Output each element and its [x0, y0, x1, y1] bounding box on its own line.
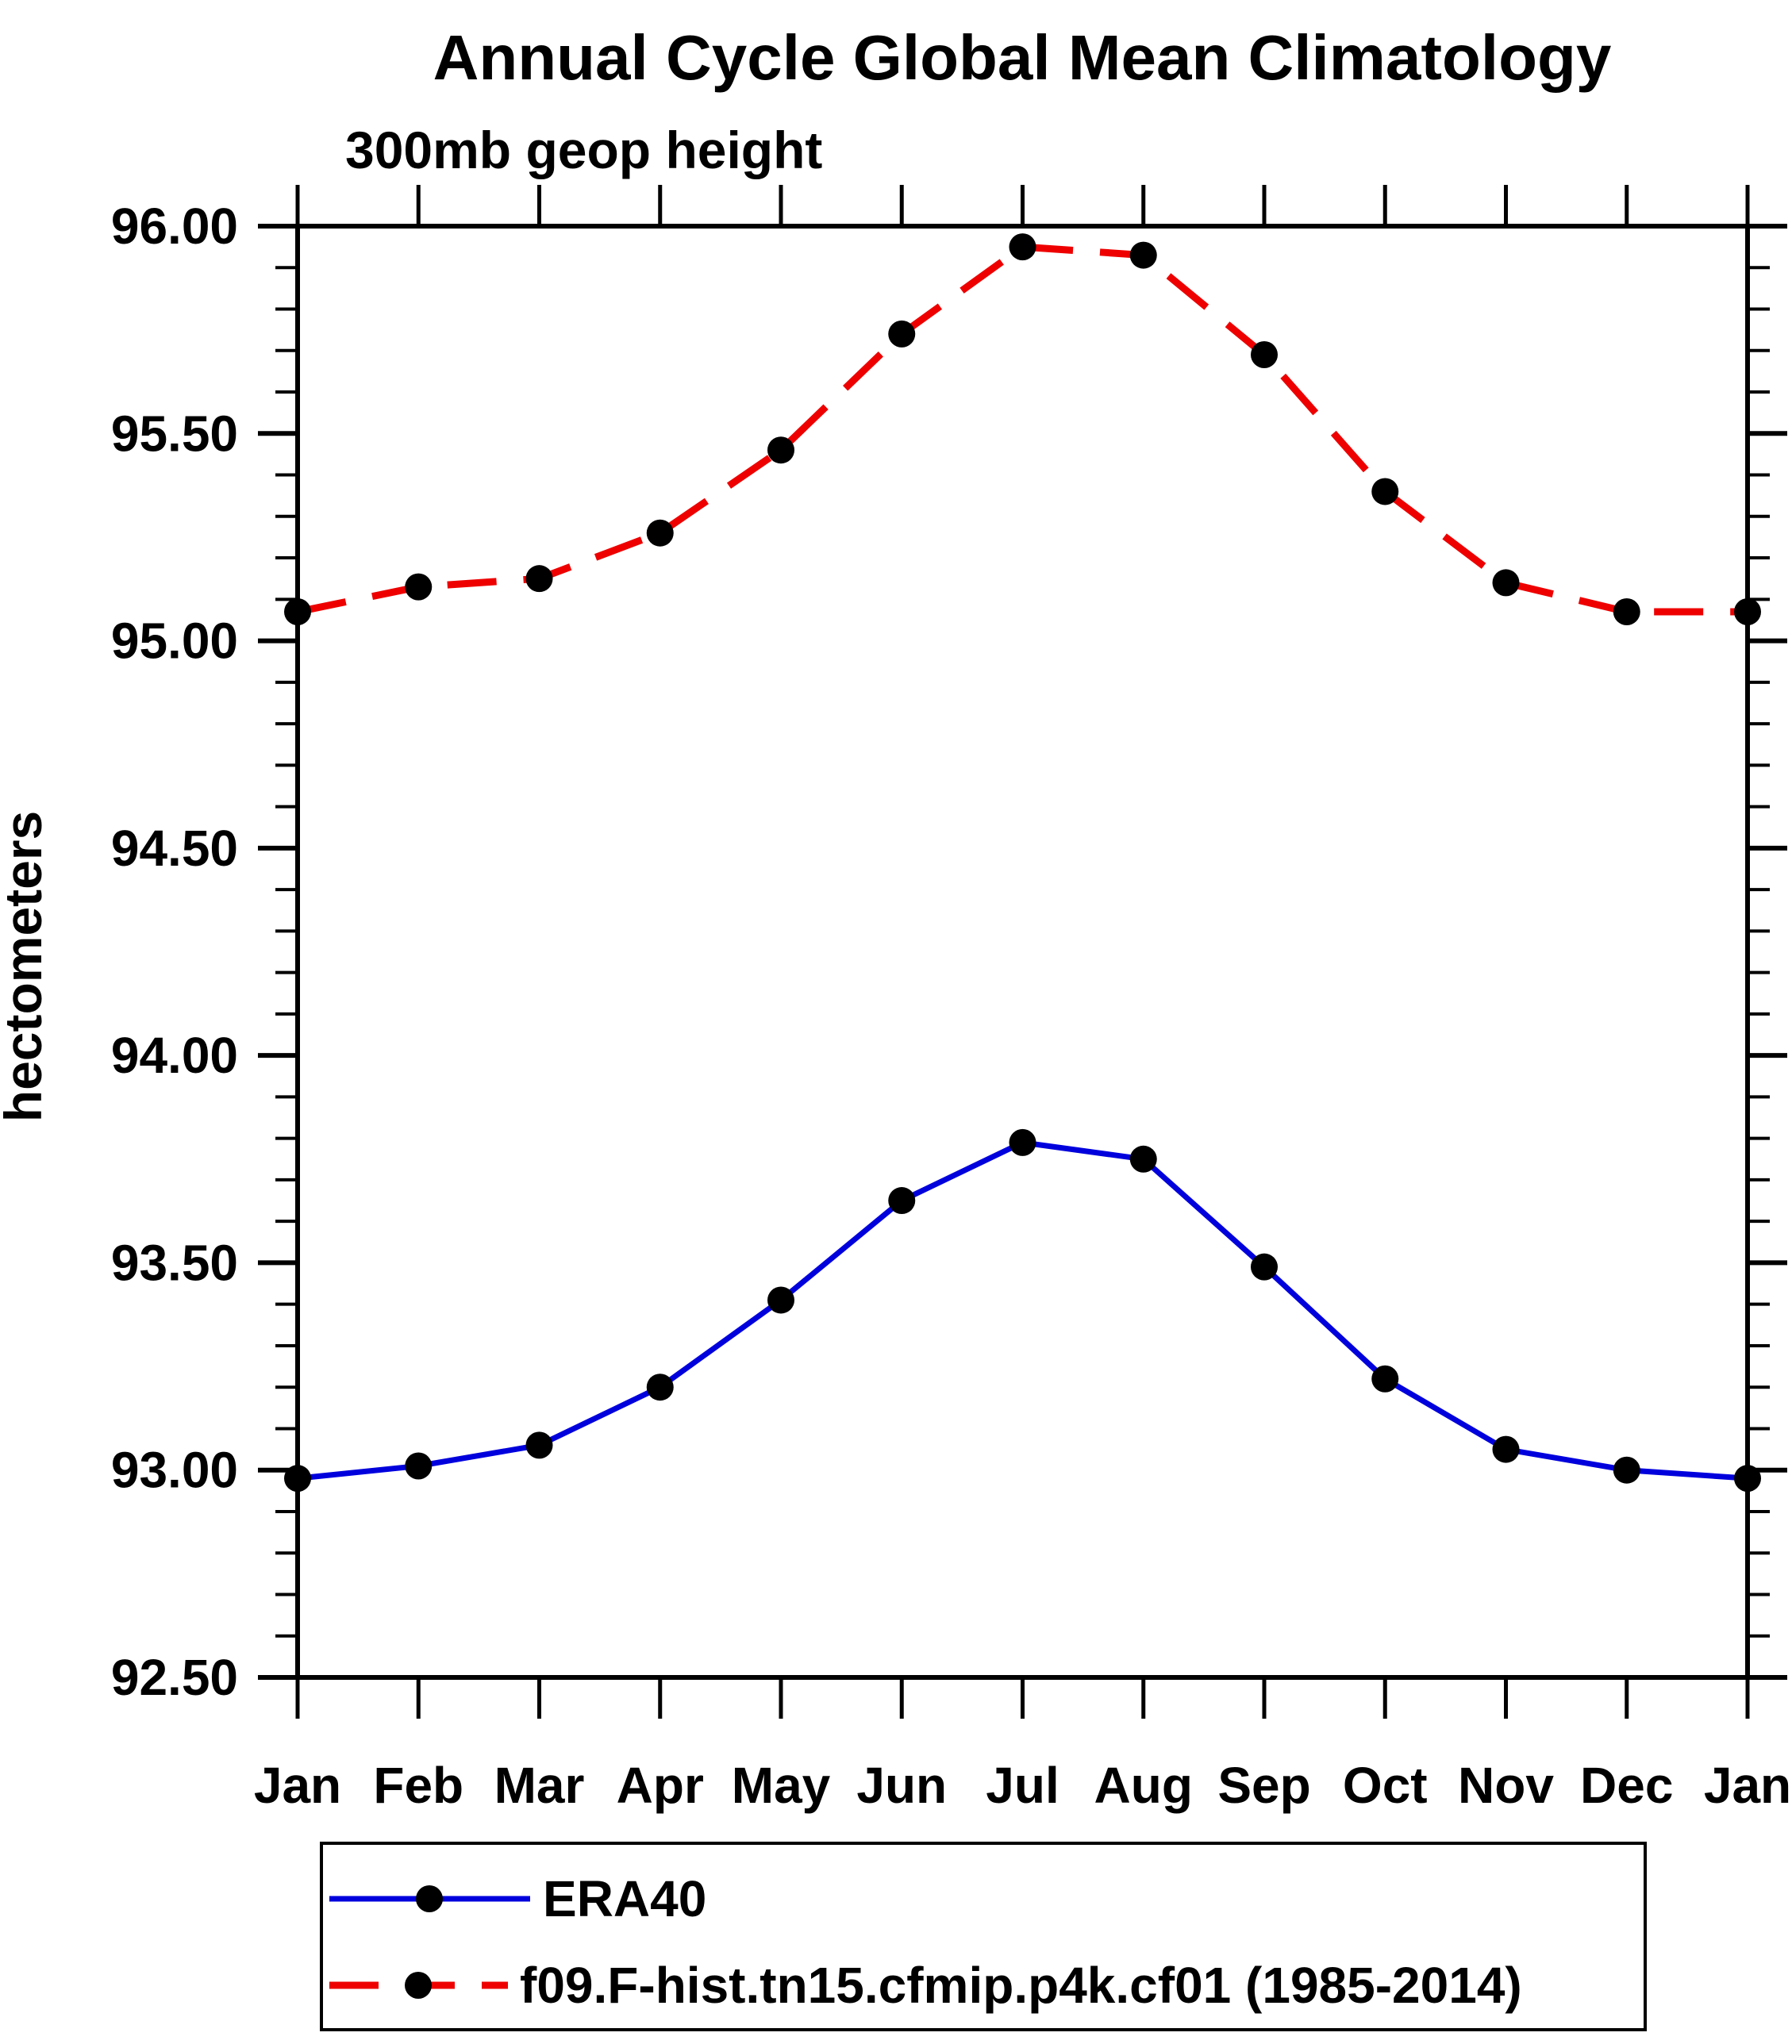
data-point-marker: [525, 1431, 553, 1459]
data-point-marker: [284, 597, 311, 625]
x-tick-label: Jul: [986, 1757, 1059, 1814]
data-point-marker: [767, 1286, 794, 1314]
data-point-marker: [405, 573, 433, 601]
legend-box: [320, 1842, 1647, 2031]
data-point-marker: [646, 1374, 674, 1401]
y-tick-label: 92.50: [111, 1649, 238, 1706]
series-layer: [284, 233, 1761, 1493]
x-tick-label: Jan: [1704, 1757, 1791, 1814]
data-point-marker: [888, 320, 916, 348]
chart-subtitle: 300mb geop height: [345, 121, 822, 179]
legend-sample-marker: [416, 1885, 443, 1912]
series-line: [297, 1139, 1748, 1481]
x-tick-label: Jan: [254, 1757, 341, 1814]
data-point-marker: [525, 565, 553, 593]
legend-label-f09: f09.F-hist.tn15.cfmip.p4k.cf01 (1985-201…: [520, 1957, 1522, 2014]
data-point-marker: [1492, 569, 1520, 597]
x-tick-label: Sep: [1217, 1757, 1310, 1814]
y-tick-label: 95.00: [111, 613, 238, 670]
x-tick-label: Feb: [373, 1757, 463, 1814]
data-point-marker: [1129, 241, 1157, 269]
x-tick-label: Oct: [1343, 1757, 1428, 1814]
chart-title: Annual Cycle Global Mean Climatology: [433, 22, 1612, 93]
y-axis-label: hectometers: [0, 811, 52, 1123]
plot-frame: [295, 224, 1750, 1680]
data-point-marker: [767, 436, 794, 464]
x-tick-label: Nov: [1458, 1757, 1554, 1814]
data-point-marker: [1251, 340, 1278, 368]
data-point-marker: [1492, 1435, 1520, 1463]
y-tick-label: 93.00: [111, 1442, 238, 1499]
data-point-marker: [1613, 1456, 1640, 1484]
data-point-marker: [1371, 1365, 1399, 1393]
series-line: [297, 243, 1748, 616]
data-point-marker: [405, 1452, 433, 1480]
y-tick-label: 94.00: [111, 1027, 238, 1084]
y-tick-label: 94.50: [111, 820, 238, 877]
x-tick-label: Aug: [1094, 1757, 1193, 1814]
legend-label-era40: ERA40: [543, 1870, 706, 1927]
x-tick-label: Apr: [617, 1757, 704, 1814]
data-point-marker: [1734, 1465, 1761, 1493]
legend-layer: [320, 1842, 1647, 2031]
data-point-marker: [1009, 233, 1036, 261]
axes-layer: 96.00 95.50 95.00 94.50 94.00 93.50 93.00 92.50…: [111, 185, 1791, 1814]
x-tick-label: Mar: [494, 1757, 585, 1814]
data-point-marker: [888, 1187, 916, 1215]
data-point-marker: [284, 1465, 311, 1493]
data-point-marker: [1371, 478, 1399, 505]
x-tick-label: May: [732, 1757, 831, 1814]
x-tick-label: Dec: [1580, 1757, 1673, 1814]
y-tick-label: 95.50: [111, 405, 238, 462]
data-point-marker: [1734, 597, 1761, 625]
y-tick-label: 93.50: [111, 1234, 238, 1291]
data-point-marker: [1251, 1253, 1278, 1281]
x-tick-label: Jun: [856, 1757, 947, 1814]
data-point-marker: [646, 519, 674, 547]
data-point-marker: [1129, 1145, 1157, 1173]
data-point-marker: [1613, 597, 1640, 625]
data-point-marker: [1009, 1128, 1036, 1156]
y-tick-label: 96.00: [111, 198, 238, 255]
legend-sample-marker: [405, 1972, 432, 1999]
